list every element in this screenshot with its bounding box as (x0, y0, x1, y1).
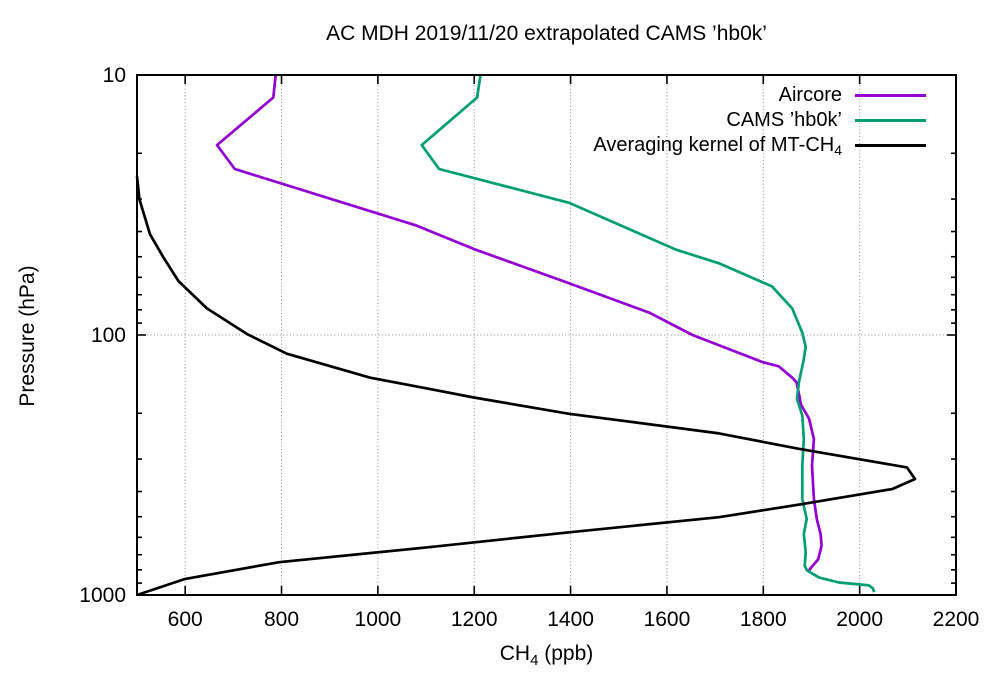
x-tick-label: 1600 (644, 608, 691, 631)
y-tick-label: 1000 (79, 584, 126, 607)
legend-label: Aircore (778, 83, 842, 106)
x-tick-label: 1400 (547, 608, 594, 631)
x-tick-label: 600 (168, 608, 203, 631)
legend-item: Aircore (512, 83, 926, 108)
legend-line-sample (855, 94, 926, 97)
x-tick-label: 2200 (933, 608, 980, 631)
x-tick-label: 2000 (836, 608, 883, 631)
x-tick-label: 800 (264, 608, 299, 631)
legend-item: CAMS ’hb0k’ (512, 108, 926, 133)
legend-label: Averaging kernel of MT-CH4 (593, 133, 842, 158)
series-line-cams-hb0k (420, 74, 876, 593)
x-axis-label: CH4 (ppb) (499, 642, 594, 669)
legend-line-sample (855, 144, 926, 147)
legend-label: CAMS ’hb0k’ (726, 108, 842, 131)
chart-title: AC MDH 2019/11/20 extrapolated CAMS ’hb0… (326, 22, 767, 45)
series-line-aircore (215, 74, 823, 573)
x-tick-label: 1000 (355, 608, 402, 631)
x-tick-label: 1200 (451, 608, 498, 631)
series-line-averaging-kernel-of-mt-ch4 (135, 176, 917, 597)
y-tick-label: 10 (103, 64, 126, 87)
legend: Aircore CAMS ’hb0k’ Averaging kernel of … (512, 83, 926, 158)
plot-border (136, 74, 957, 596)
legend-line-sample (855, 119, 926, 122)
y-tick-label: 100 (91, 324, 126, 347)
x-tick-label: 1800 (740, 608, 787, 631)
legend-item: Averaging kernel of MT-CH4 (512, 133, 926, 158)
